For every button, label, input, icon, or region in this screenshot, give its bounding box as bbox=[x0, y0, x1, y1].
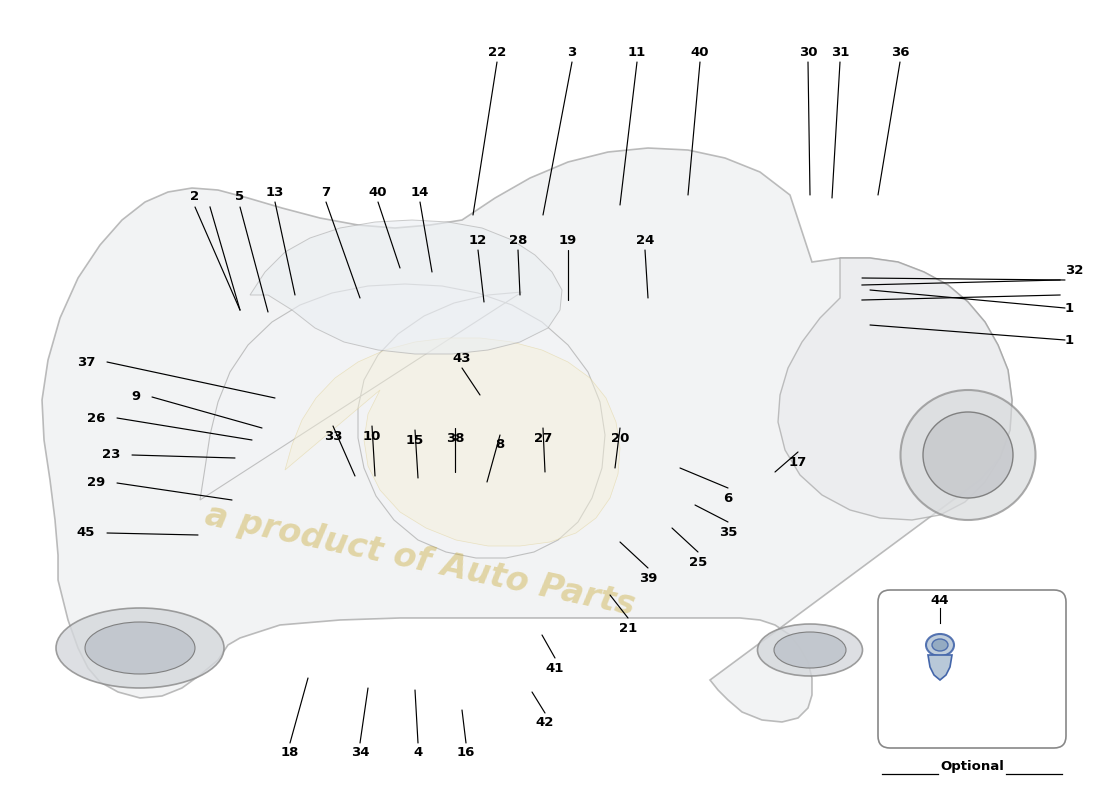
Ellipse shape bbox=[926, 634, 954, 656]
Ellipse shape bbox=[932, 639, 948, 651]
Text: 32: 32 bbox=[1065, 263, 1084, 277]
Text: 19: 19 bbox=[559, 234, 578, 246]
Text: 13: 13 bbox=[266, 186, 284, 198]
Text: 21: 21 bbox=[619, 622, 637, 634]
Text: 9: 9 bbox=[131, 390, 140, 403]
Text: Optional: Optional bbox=[940, 760, 1004, 773]
Polygon shape bbox=[250, 220, 562, 354]
Text: 1: 1 bbox=[1065, 302, 1074, 314]
Text: 29: 29 bbox=[87, 477, 104, 490]
Text: 45: 45 bbox=[77, 526, 95, 539]
Text: 30: 30 bbox=[799, 46, 817, 58]
Text: 8: 8 bbox=[495, 438, 505, 451]
Text: 16: 16 bbox=[456, 746, 475, 759]
Text: 18: 18 bbox=[280, 746, 299, 759]
Text: 40: 40 bbox=[368, 186, 387, 198]
Text: 5: 5 bbox=[235, 190, 244, 203]
Text: 34: 34 bbox=[351, 746, 370, 759]
Text: 44: 44 bbox=[931, 594, 949, 606]
Text: 39: 39 bbox=[639, 571, 657, 585]
Text: 35: 35 bbox=[718, 526, 737, 538]
Text: 42: 42 bbox=[536, 717, 554, 730]
Text: 20: 20 bbox=[610, 431, 629, 445]
Text: 33: 33 bbox=[323, 430, 342, 442]
FancyBboxPatch shape bbox=[878, 590, 1066, 748]
Text: 23: 23 bbox=[101, 449, 120, 462]
Ellipse shape bbox=[56, 608, 224, 688]
Text: 10: 10 bbox=[363, 430, 382, 442]
Text: 14: 14 bbox=[410, 186, 429, 198]
Text: a product of Auto Parts: a product of Auto Parts bbox=[202, 498, 638, 622]
Ellipse shape bbox=[901, 390, 1035, 520]
Polygon shape bbox=[42, 148, 1012, 722]
Text: 43: 43 bbox=[453, 351, 471, 365]
Text: 4: 4 bbox=[414, 746, 422, 759]
Ellipse shape bbox=[85, 622, 195, 674]
Text: 7: 7 bbox=[321, 186, 331, 198]
Ellipse shape bbox=[774, 632, 846, 668]
Text: 11: 11 bbox=[628, 46, 646, 58]
Text: 27: 27 bbox=[534, 431, 552, 445]
Text: 1: 1 bbox=[1065, 334, 1074, 346]
Text: 15: 15 bbox=[406, 434, 425, 446]
Text: 40: 40 bbox=[691, 46, 710, 58]
Text: 28: 28 bbox=[509, 234, 527, 246]
Text: 3: 3 bbox=[568, 46, 576, 58]
Text: 31: 31 bbox=[830, 46, 849, 58]
Text: 38: 38 bbox=[446, 431, 464, 445]
Text: 36: 36 bbox=[891, 46, 910, 58]
Text: 2: 2 bbox=[190, 190, 199, 203]
Ellipse shape bbox=[758, 624, 862, 676]
Text: 41: 41 bbox=[546, 662, 564, 674]
Text: 24: 24 bbox=[636, 234, 654, 246]
Polygon shape bbox=[778, 258, 1012, 520]
Polygon shape bbox=[928, 655, 952, 680]
Text: 17: 17 bbox=[789, 455, 807, 469]
Text: 22: 22 bbox=[488, 46, 506, 58]
Text: 37: 37 bbox=[77, 355, 95, 369]
Polygon shape bbox=[200, 284, 605, 558]
Text: 26: 26 bbox=[87, 411, 104, 425]
Ellipse shape bbox=[923, 412, 1013, 498]
Text: 6: 6 bbox=[724, 491, 733, 505]
Text: 25: 25 bbox=[689, 555, 707, 569]
Polygon shape bbox=[285, 338, 620, 546]
Text: 12: 12 bbox=[469, 234, 487, 246]
